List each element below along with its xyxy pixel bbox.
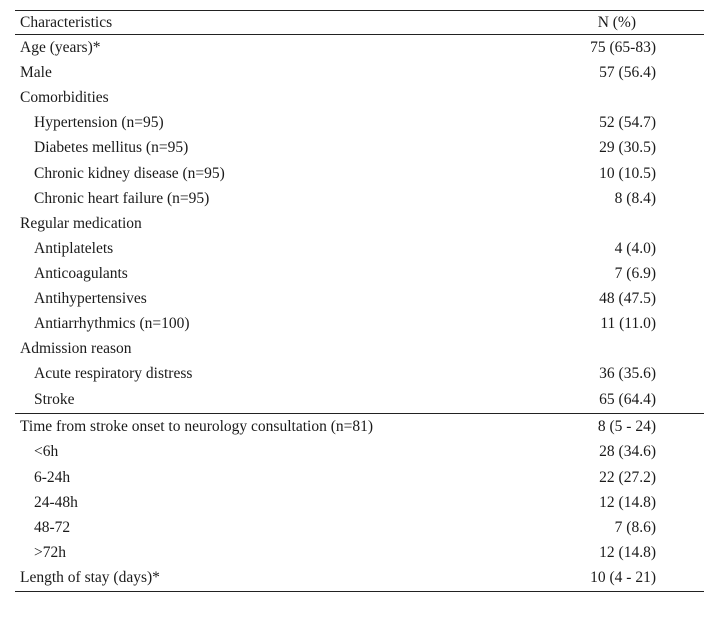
table-row: Hypertension (n=95) 52 (54.7) [15,110,704,135]
row-value: 36 (35.6) [599,365,656,383]
table-row: <6h 28 (34.6) [15,439,704,464]
table-row: Diabetes mellitus (n=95) 29 (30.5) [15,135,704,160]
row-value: 8 (8.4) [614,189,656,207]
table-row: Chronic heart failure (n=95) 8 (8.4) [15,186,704,211]
row-label: Male [20,64,52,82]
row-label: 24-48h [34,493,78,511]
row-label: Anticoagulants [34,264,128,282]
table-row: Anticoagulants 7 (6.9) [15,261,704,286]
row-value: 7 (8.6) [614,518,656,536]
row-label: Antiarrhythmics (n=100) [34,315,190,333]
row-value: 22 (27.2) [599,468,656,486]
table-row: 24-48h 12 (14.8) [15,490,704,515]
row-value [538,211,704,236]
row-value: 57 (56.4) [599,64,656,82]
row-value: 4 (4.0) [614,239,656,257]
row-label: >72h [34,543,66,561]
table-row: Time from stroke onset to neurology cons… [15,413,704,440]
row-label: Chronic heart failure (n=95) [34,189,210,207]
row-value: 52 (54.7) [599,114,656,132]
row-label: Length of stay (days)* [15,564,538,592]
row-value [538,336,704,361]
row-value: 28 (34.6) [599,443,656,461]
table-row: 6-24h 22 (27.2) [15,465,704,490]
table-section-row: Comorbidities [15,85,704,110]
header-n-percent: N (%) [537,10,704,35]
section-label: Comorbidities [20,89,109,107]
table-row: Male 57 (56.4) [15,60,704,85]
row-label: Time from stroke onset to neurology cons… [15,413,538,440]
table-section-row: Admission reason [15,336,704,361]
row-label: 48-72 [34,518,71,536]
row-label: Antihypertensives [34,289,147,307]
table-row: Age (years)* 75 (65-83) [15,35,704,61]
table-row: Stroke 65 (64.4) [15,386,704,414]
row-value [538,85,704,110]
table-row: 48-72 7 (8.6) [15,515,704,540]
row-label: Acute respiratory distress [34,365,193,383]
row-value: 65 (64.4) [599,391,656,409]
table-row: Chronic kidney disease (n=95) 10 (10.5) [15,160,704,185]
row-value: 11 (11.0) [600,315,656,333]
row-label: Age (years)* [20,39,101,57]
row-label: Hypertension (n=95) [34,114,164,132]
row-value: 10 (4 - 21) [537,564,704,592]
table-header-row: Characteristics N (%) [15,10,704,35]
table-section-row: Regular medication [15,211,704,236]
row-value: 8 (5 - 24) [537,413,704,440]
table-row: Antiplatelets 4 (4.0) [15,236,704,261]
table-row: Antiarrhythmics (n=100) 11 (11.0) [15,311,704,336]
row-value: 48 (47.5) [599,289,656,307]
header-characteristics: Characteristics [15,10,538,35]
row-value: 12 (14.8) [599,543,656,561]
row-label: Antiplatelets [34,239,114,257]
table-row: Acute respiratory distress 36 (35.6) [15,361,704,386]
row-value: 29 (30.5) [599,139,656,157]
row-label: 6-24h [34,468,71,486]
table-row: Length of stay (days)* 10 (4 - 21) [15,564,704,592]
row-value: 12 (14.8) [599,493,656,511]
section-label: Admission reason [20,340,132,358]
table-row: Antihypertensives 48 (47.5) [15,286,704,311]
row-value: 75 (65-83) [590,39,656,57]
characteristics-table-container: Characteristics N (%) Age (years)* 75 (6… [15,10,704,592]
row-value: 7 (6.9) [614,264,656,282]
row-label: <6h [34,443,59,461]
table-row: >72h 12 (14.8) [15,540,704,565]
section-label: Regular medication [20,214,142,232]
row-label: Chronic kidney disease (n=95) [34,164,225,182]
row-label: Diabetes mellitus (n=95) [34,139,189,157]
characteristics-table: Characteristics N (%) Age (years)* 75 (6… [15,10,704,592]
row-label: Stroke [34,391,75,409]
row-value: 10 (10.5) [599,164,656,182]
